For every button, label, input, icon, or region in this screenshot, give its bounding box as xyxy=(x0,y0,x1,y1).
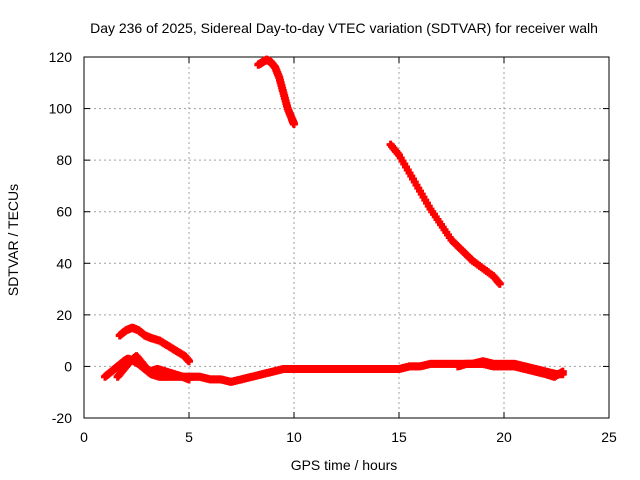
data-points xyxy=(101,55,567,386)
x-tick-label: 5 xyxy=(185,429,193,445)
x-tick-label: 10 xyxy=(286,429,302,445)
series-track-late-dip xyxy=(453,359,567,381)
plot-frame xyxy=(83,56,610,419)
x-tick-label: 15 xyxy=(391,429,407,445)
y-tick-label: 80 xyxy=(56,152,72,168)
series-track-descending xyxy=(386,140,504,288)
data-point xyxy=(290,120,298,129)
data-point xyxy=(558,367,567,376)
y-tick-label: 100 xyxy=(49,101,73,117)
x-tick-label: 0 xyxy=(80,429,88,445)
data-point xyxy=(185,357,193,366)
x-tick-label: 20 xyxy=(496,429,512,445)
plot-border xyxy=(83,56,610,419)
x-tick-label: 25 xyxy=(601,429,617,445)
y-tick-label: 60 xyxy=(56,204,72,220)
chart-title: Day 236 of 2025, Sidereal Day-to-day VTE… xyxy=(90,20,598,36)
y-axis-label: SDTVAR / TECUs xyxy=(5,184,21,296)
y-tick-label: 0 xyxy=(64,358,72,374)
y-tick-label: 20 xyxy=(56,307,72,323)
y-tick-label: 120 xyxy=(49,49,73,65)
series-track-mid-hump xyxy=(115,323,193,366)
y-tick-label: -20 xyxy=(52,410,72,426)
data-point xyxy=(495,279,504,288)
series-track-high-arc xyxy=(254,55,298,129)
y-tick-label: 40 xyxy=(56,255,72,271)
series-track-early-bump xyxy=(113,352,193,384)
axis-ticks: 0 5 10 15 20 25 -20 0 20 40 60 80 100 120 xyxy=(49,49,617,445)
x-axis-label: GPS time / hours xyxy=(291,457,398,473)
data-point xyxy=(185,375,193,384)
